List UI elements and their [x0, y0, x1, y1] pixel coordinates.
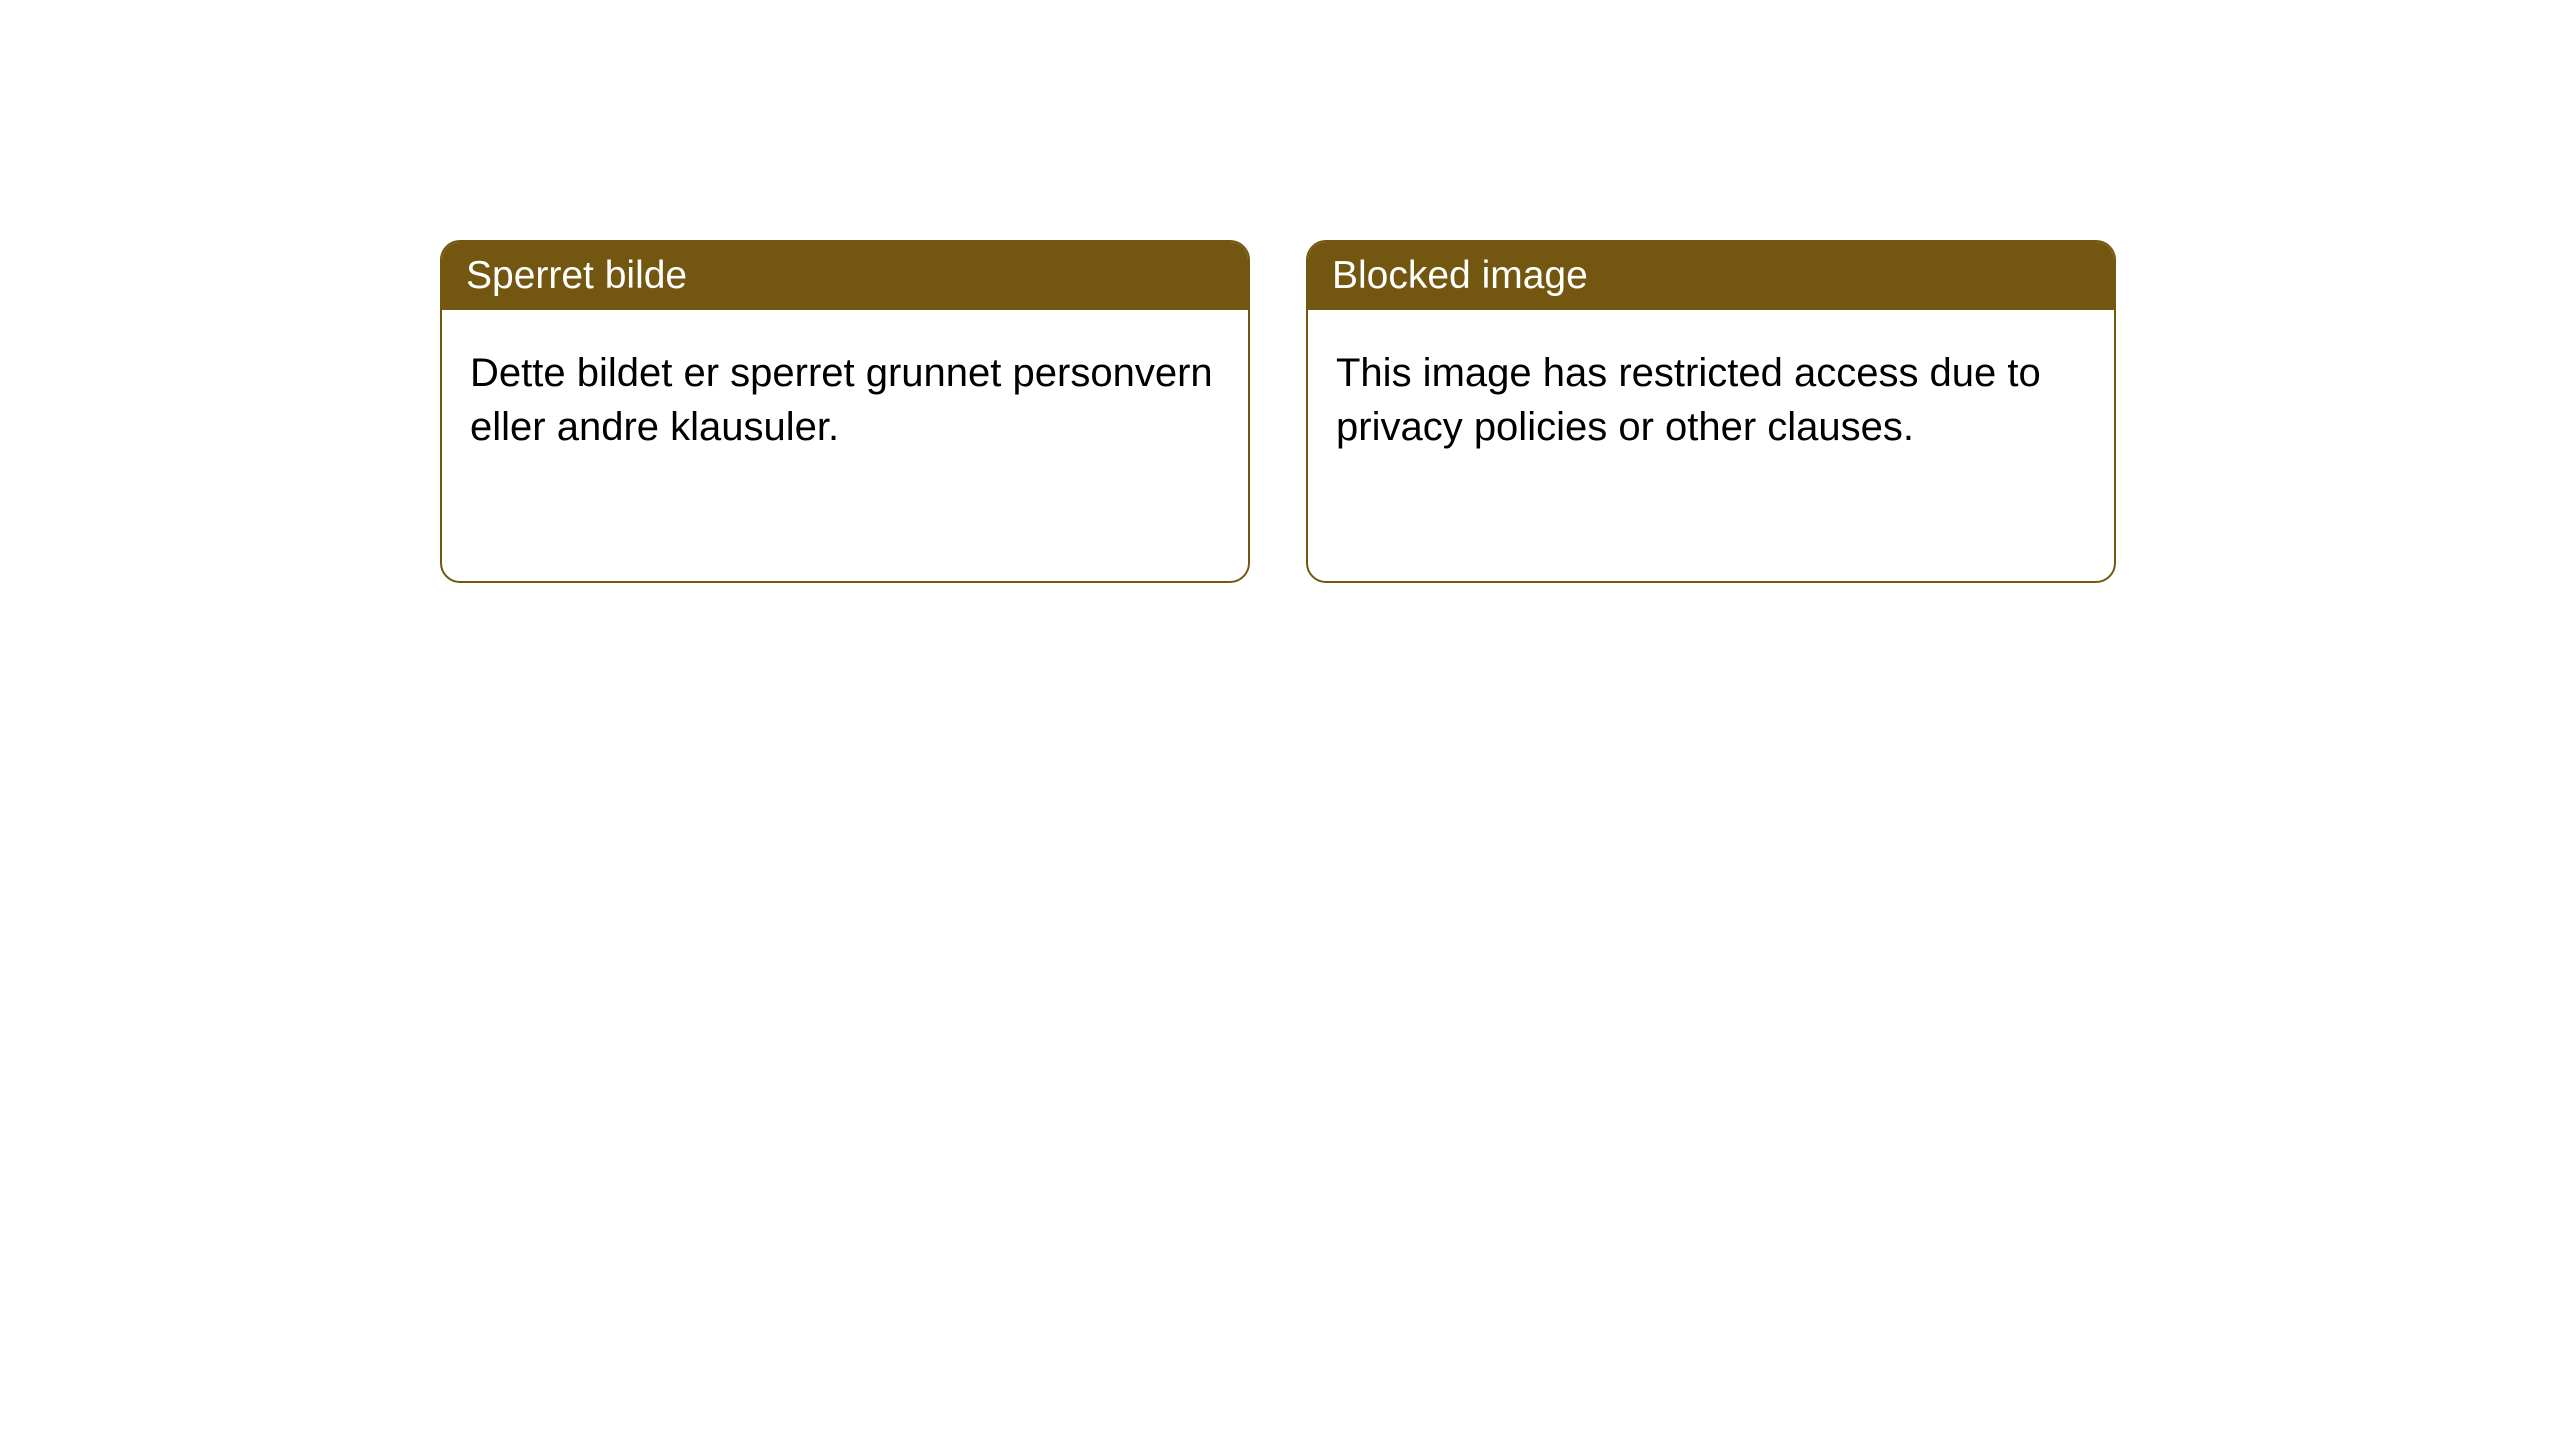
- card-body: Dette bildet er sperret grunnet personve…: [442, 310, 1248, 490]
- card-header: Sperret bilde: [442, 242, 1248, 310]
- card-header: Blocked image: [1308, 242, 2114, 310]
- card-body-text: Dette bildet er sperret grunnet personve…: [470, 351, 1213, 449]
- notice-card-norwegian: Sperret bilde Dette bildet er sperret gr…: [440, 240, 1250, 583]
- notice-cards-container: Sperret bilde Dette bildet er sperret gr…: [440, 240, 2116, 583]
- card-title: Sperret bilde: [466, 254, 687, 297]
- card-title: Blocked image: [1332, 254, 1588, 297]
- card-body-text: This image has restricted access due to …: [1336, 351, 2041, 449]
- card-body: This image has restricted access due to …: [1308, 310, 2114, 490]
- notice-card-english: Blocked image This image has restricted …: [1306, 240, 2116, 583]
